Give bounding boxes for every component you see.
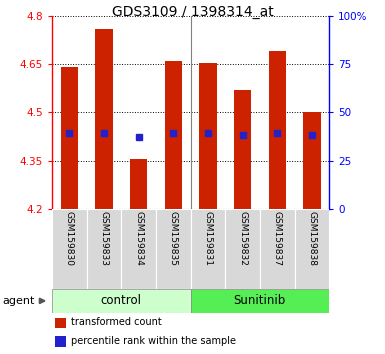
Text: GSM159834: GSM159834 — [134, 211, 143, 266]
Text: GSM159838: GSM159838 — [307, 211, 316, 266]
Text: control: control — [101, 295, 142, 307]
Bar — [156, 209, 191, 289]
Bar — [164, 61, 182, 209]
Text: agent: agent — [2, 296, 34, 306]
Text: GDS3109 / 1398314_at: GDS3109 / 1398314_at — [112, 5, 273, 19]
Bar — [295, 209, 329, 289]
Text: Sunitinib: Sunitinib — [234, 295, 286, 307]
Text: percentile rank within the sample: percentile rank within the sample — [71, 336, 236, 346]
Bar — [268, 51, 286, 209]
Bar — [95, 29, 112, 209]
Bar — [61, 67, 78, 209]
Bar — [303, 112, 320, 209]
Text: transformed count: transformed count — [71, 317, 162, 327]
Text: GSM159831: GSM159831 — [203, 211, 213, 266]
Text: GSM159833: GSM159833 — [99, 211, 109, 266]
Bar — [130, 159, 147, 209]
Bar — [260, 209, 295, 289]
Bar — [87, 209, 121, 289]
Bar — [55, 336, 66, 347]
Bar — [199, 63, 216, 209]
Text: GSM159837: GSM159837 — [273, 211, 282, 266]
Bar — [191, 209, 225, 289]
Bar — [55, 318, 66, 328]
Text: GSM159832: GSM159832 — [238, 211, 247, 266]
Bar — [52, 209, 87, 289]
Bar — [234, 90, 251, 209]
Text: GSM159835: GSM159835 — [169, 211, 178, 266]
Text: GSM159830: GSM159830 — [65, 211, 74, 266]
Bar — [225, 209, 260, 289]
Bar — [121, 209, 156, 289]
Bar — [52, 289, 191, 313]
Bar — [191, 289, 329, 313]
